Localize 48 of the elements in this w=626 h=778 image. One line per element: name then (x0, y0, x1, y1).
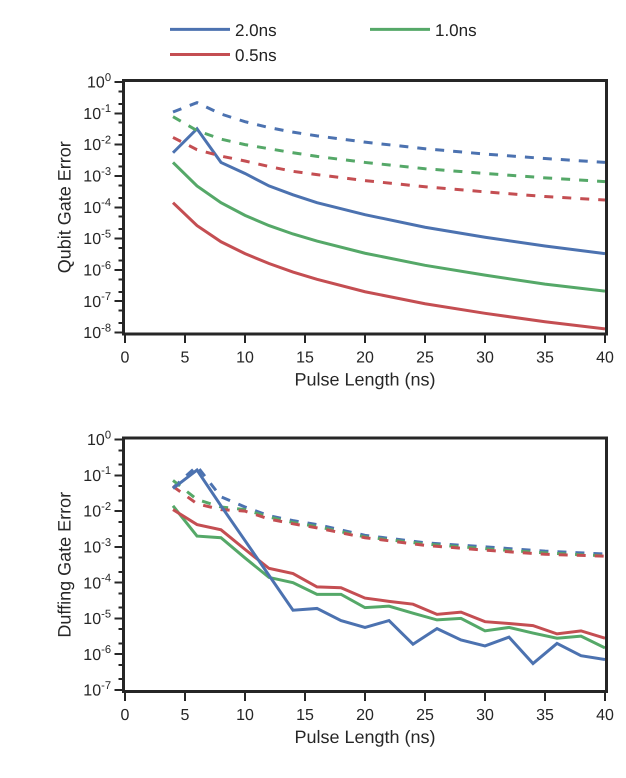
y-tick-label: 10$^{-2}$ (83, 500, 112, 521)
x-tick-label: 35 (536, 349, 554, 366)
x-tick-label: 25 (416, 706, 434, 724)
x-tick-label: 35 (536, 706, 554, 724)
y-tick-label: 10$^{-2}$ (83, 134, 112, 154)
y-axis-title: Duffing Gate Error (54, 492, 74, 638)
legend-label: 2.0ns (235, 21, 277, 40)
x-axis-title: Pulse Length (ns) (294, 370, 436, 390)
line-series (172, 201, 605, 330)
y-tick-label: 10$^{-8}$ (83, 322, 112, 342)
x-tick-label: 40 (596, 706, 614, 724)
x-tick-label: 5 (180, 349, 190, 366)
x-tick-label: 25 (416, 349, 434, 366)
y-tick-label: 10$^{-7}$ (83, 680, 112, 700)
y-tick-label: 10$^{-7}$ (83, 291, 112, 311)
x-tick-label: 15 (296, 706, 314, 724)
legend-label: 1.0ns (435, 21, 477, 40)
x-tick-label: 30 (476, 706, 494, 724)
x-tick-label: 20 (356, 349, 374, 366)
line-series (172, 160, 605, 293)
y-tick-label: 10$^{-4}$ (83, 572, 112, 592)
line-series (172, 115, 605, 184)
y-tick-label: 10$^{-4}$ (83, 197, 112, 217)
line-series (172, 136, 605, 202)
y-tick-label: 10$^{0}$ (87, 72, 112, 92)
x-tick-label: 10 (236, 706, 254, 724)
y-tick-label: 10$^{-5}$ (83, 228, 112, 248)
x-tick-label: 30 (476, 349, 494, 366)
x-tick-label: 0 (120, 706, 130, 724)
y-tick-label: 10$^{-3}$ (83, 166, 112, 186)
x-axis-title: Pulse Length (ns) (294, 727, 436, 748)
x-tick-label: 15 (296, 349, 314, 366)
y-tick-label: 10$^{-6}$ (83, 644, 112, 664)
line-series (172, 101, 605, 164)
y-tick-label: 10$^{-1}$ (83, 465, 112, 485)
y-tick-label: 10$^{-5}$ (83, 608, 112, 628)
line-series (172, 127, 605, 256)
x-tick-label: 40 (596, 349, 614, 366)
x-tick-label: 5 (180, 706, 190, 724)
y-axis-title: Qubit Gate Error (54, 141, 74, 274)
x-tick-label: 10 (236, 349, 254, 366)
y-tick-label: 10$^{-1}$ (83, 103, 112, 123)
y-tick-label: 10$^{-6}$ (83, 260, 112, 280)
x-tick-label: 20 (356, 706, 374, 724)
y-tick-label: 10$^{0}$ (87, 429, 112, 450)
legend-label: 0.5ns (235, 46, 277, 66)
x-tick-label: 0 (120, 349, 130, 366)
y-tick-label: 10$^{-3}$ (83, 536, 112, 556)
